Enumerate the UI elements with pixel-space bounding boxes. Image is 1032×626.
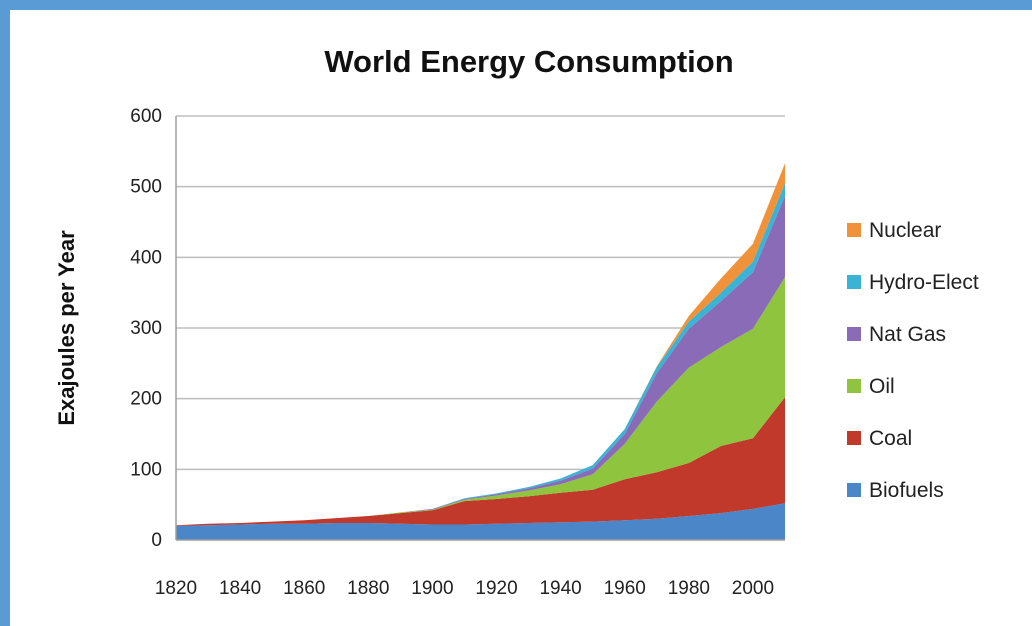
legend-label-biofuels: Biofuels	[869, 479, 944, 502]
legend-swatch-oil	[847, 379, 861, 393]
y-axis-label: Exajoules per Year	[54, 230, 79, 426]
x-tick-labels: 1820 1840 1860 1880 1900 1920 1940 1960 1980 2000	[155, 578, 774, 599]
legend-label-hydro-elect: Hydro-Elect	[869, 271, 979, 294]
x-tick-1920: 1920	[475, 578, 517, 599]
y-tick-labels: 0 100 200 300 400 500 600	[130, 106, 162, 551]
legend-swatch-hydro-elect	[847, 275, 861, 289]
area-coal	[176, 397, 785, 526]
x-tick-1880: 1880	[347, 578, 389, 599]
area-biofuels	[176, 503, 785, 540]
y-tick-300: 300	[130, 318, 162, 339]
x-tick-1960: 1960	[604, 578, 646, 599]
legend-swatch-biofuels	[847, 483, 861, 497]
legend-swatch-coal	[847, 431, 861, 445]
legend-label-nat-gas: Nat Gas	[869, 323, 946, 346]
legend: Nuclear Hydro-Elect Nat Gas Oil Coal Biofuels	[847, 219, 979, 502]
y-tick-600: 600	[130, 106, 162, 127]
area-oil	[176, 277, 785, 526]
legend-label-nuclear: Nuclear	[869, 219, 941, 242]
world-energy-chart: World Energy Consumption Exajoules per Y…	[54, 44, 979, 599]
legend-swatch-nat-gas	[847, 327, 861, 341]
y-tick-0: 0	[151, 530, 162, 551]
chart-frame: World Energy Consumption Exajoules per Y…	[10, 10, 1032, 626]
legend-label-coal: Coal	[869, 427, 912, 450]
x-tick-1840: 1840	[219, 578, 261, 599]
y-tick-400: 400	[130, 247, 162, 268]
y-tick-500: 500	[130, 177, 162, 198]
x-tick-1900: 1900	[411, 578, 453, 599]
legend-label-oil: Oil	[869, 375, 895, 398]
x-tick-1940: 1940	[539, 578, 581, 599]
x-tick-1820: 1820	[155, 578, 197, 599]
y-tick-100: 100	[130, 459, 162, 480]
stacked-areas	[176, 163, 785, 540]
y-tick-200: 200	[130, 389, 162, 410]
legend-swatch-nuclear	[847, 223, 861, 237]
x-tick-1860: 1860	[283, 578, 325, 599]
chart-title: World Energy Consumption	[324, 44, 733, 79]
x-tick-1980: 1980	[668, 578, 710, 599]
axes	[175, 116, 785, 541]
x-tick-2000: 2000	[732, 578, 774, 599]
